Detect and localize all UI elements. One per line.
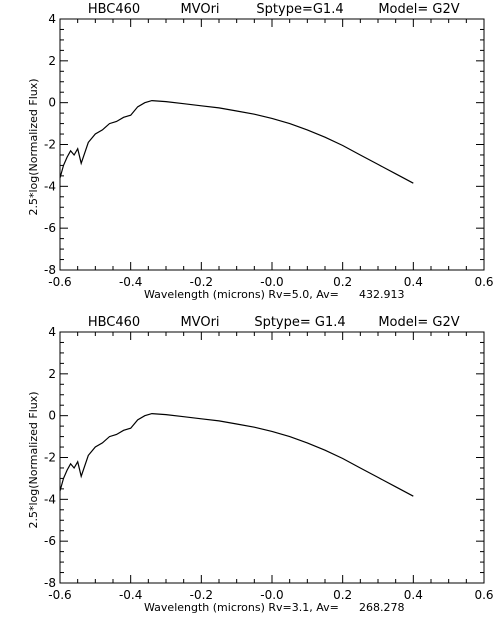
y-axis-label: 2.5*log(Normalized Flux)	[27, 391, 40, 528]
plot-frame	[59, 331, 485, 584]
plot-frame	[59, 18, 485, 271]
y-tick-label: -2	[44, 138, 56, 152]
x-tick-label: -0.0	[260, 588, 283, 602]
header-sptype: Sptype=G1.4	[256, 2, 343, 17]
x-tick-label: -0.4	[119, 588, 142, 602]
x-tick-label: 0.6	[474, 275, 493, 289]
header-sptype: Sptype= G1.4	[254, 315, 345, 330]
x-tick-label: -0.0	[260, 275, 283, 289]
y-tick-label: 2	[48, 54, 56, 68]
x-tick-label: -0.6	[48, 588, 71, 602]
tick-group: -0.6 -0.4 -0.2 -0.0 0.2 0.4 0.6 -8 -6 -4 -2 0 2 4	[44, 325, 494, 602]
x-tick-label: 0.2	[333, 588, 352, 602]
header-star: HBC460	[88, 2, 140, 17]
spectrum-line	[59, 412, 414, 497]
y-tick-label: -4	[44, 492, 56, 506]
header-model: Model= G2V	[378, 2, 459, 17]
x-axis-label: Wavelength (microns) Rv=5.0, Av=	[144, 288, 339, 301]
header-star: HBC460	[88, 315, 140, 330]
x-tick-label: 0.2	[333, 275, 352, 289]
y-tick-label: 4	[48, 325, 56, 339]
y-tick-label: -6	[44, 534, 56, 548]
av-value: 432.913	[359, 288, 405, 301]
header-name: MVOri	[180, 2, 219, 17]
x-tick-label: -0.6	[48, 275, 71, 289]
y-tick-label: -8	[44, 263, 56, 277]
spectrum-line	[59, 99, 414, 184]
av-value: 268.278	[359, 601, 405, 614]
y-tick-label: -2	[44, 451, 56, 465]
x-tick-label: -0.4	[119, 275, 142, 289]
spectrum-panel-top: HBC460 MVOri Sptype=G1.4 Model= G2V -0.6…	[27, 2, 494, 301]
y-tick-label: 0	[48, 409, 56, 423]
y-tick-label: -4	[44, 179, 56, 193]
y-tick-label: 4	[48, 12, 56, 26]
x-tick-label: -0.2	[190, 588, 213, 602]
x-tick-label: 0.4	[404, 588, 423, 602]
y-axis-label: 2.5*log(Normalized Flux)	[27, 78, 40, 215]
y-tick-label: -6	[44, 221, 56, 235]
tick-group: -0.6 -0.4 -0.2 -0.0 0.2 0.4 0.6 -8 -6 -4 -2 0 2 4	[44, 12, 494, 289]
y-tick-label: 2	[48, 367, 56, 381]
y-tick-label: -8	[44, 576, 56, 590]
x-tick-label: 0.6	[474, 588, 493, 602]
header-model: Model= G2V	[378, 315, 459, 330]
x-tick-label: 0.4	[404, 275, 423, 289]
y-tick-label: 0	[48, 96, 56, 110]
header-name: MVOri	[180, 315, 219, 330]
spectrum-panel-bottom: HBC460 MVOri Sptype= G1.4 Model= G2V -0.…	[27, 315, 494, 614]
x-tick-label: -0.2	[190, 275, 213, 289]
x-axis-label: Wavelength (microns) Rv=3.1, Av=	[144, 601, 339, 614]
